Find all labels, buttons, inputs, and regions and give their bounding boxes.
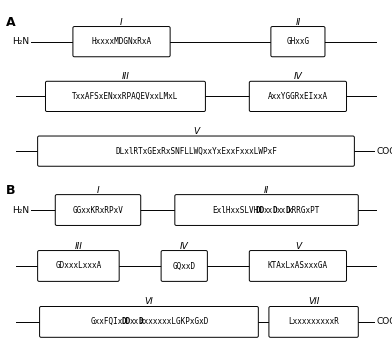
Text: xx: xx [264,206,273,215]
Text: DLxlRTxGExRxSNFLLWQxxYxExxFxxxLWPxF: DLxlRTxGExRxSNFLLWQxxYxExxFxxxLWPxF [115,147,277,156]
Text: A: A [6,16,16,29]
FancyBboxPatch shape [73,26,170,57]
Text: xRRGxPT: xRRGxPT [288,206,321,215]
Text: TxxAFSxENxxRPAQEVxxLMxL: TxxAFSxENxxRPAQEVxxLMxL [72,92,179,101]
Text: COOH: COOH [376,317,392,326]
FancyBboxPatch shape [40,306,258,337]
FancyBboxPatch shape [55,195,141,226]
FancyBboxPatch shape [161,251,207,281]
FancyBboxPatch shape [271,26,325,57]
Text: GxxFQIx: GxxFQIx [91,317,123,326]
Text: GGxxKRxRPxV: GGxxKRxRPxV [73,206,123,215]
Text: xxxxxxxLGKPxGxD: xxxxxxxLGKPxGxD [140,317,209,326]
Text: D: D [273,206,277,215]
Text: IV: IV [180,242,189,251]
Text: III: III [74,242,82,251]
FancyBboxPatch shape [175,195,358,226]
Text: H₂N: H₂N [12,206,29,215]
Text: AxxYGGRxEIxxA: AxxYGGRxEIxxA [268,92,328,101]
Text: H₂N: H₂N [12,37,29,46]
Text: D: D [138,317,143,326]
Text: III: III [122,72,129,81]
Text: LxxxxxxxxxR: LxxxxxxxxxR [288,317,339,326]
FancyBboxPatch shape [38,136,354,166]
Text: IV: IV [294,72,302,81]
Text: II: II [295,17,301,26]
Text: I: I [120,17,123,26]
Text: HxxxxMDGNxRxA: HxxxxMDGNxRxA [91,37,152,46]
Text: I: I [97,186,99,195]
Text: V: V [193,127,199,136]
Text: DD: DD [121,317,131,326]
Text: GHxxG: GHxxG [287,37,309,46]
Text: KTAxLxASxxxGA: KTAxLxASxxxGA [268,261,328,271]
Text: VI: VI [145,297,153,306]
Text: D: D [285,206,290,215]
Text: B: B [6,184,15,197]
Text: ExlHxxSLVH: ExlHxxSLVH [212,206,258,215]
FancyBboxPatch shape [45,81,205,111]
FancyBboxPatch shape [249,251,347,281]
Text: V: V [295,242,301,251]
Text: DD: DD [256,206,265,215]
Text: xx: xx [130,317,139,326]
Text: GDxxxLxxxA: GDxxxLxxxA [55,261,102,271]
FancyBboxPatch shape [38,251,119,281]
Text: xx: xx [277,206,286,215]
Text: VII: VII [308,297,319,306]
Text: II: II [264,186,269,195]
FancyBboxPatch shape [249,81,347,111]
FancyBboxPatch shape [269,306,358,337]
Text: COOH: COOH [376,147,392,156]
Text: GQxxD: GQxxD [173,261,196,271]
